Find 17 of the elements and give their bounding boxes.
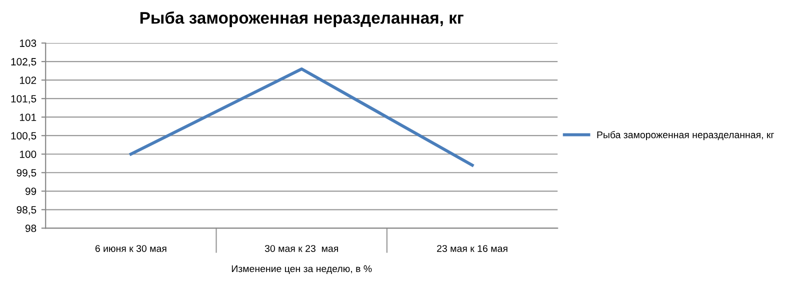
- y-tick-label: 100: [20, 150, 36, 158]
- y-tick-label: 101,5: [11, 95, 36, 104]
- x-tick-label: 6 июня к 30 мая: [95, 245, 166, 252]
- y-tick-label: 98: [25, 224, 36, 232]
- x-tick-label: 30 мая к 23 мая: [264, 245, 338, 252]
- legend-label: Рыба замороженная неразделанная, кг: [597, 131, 774, 140]
- y-tick-label: 102: [20, 76, 36, 84]
- x-axis-title: Изменение цен за неделю, в %: [232, 265, 372, 274]
- y-tick-label: 101: [20, 114, 36, 121]
- y-tick-label: 99: [25, 188, 36, 196]
- y-tick-label: 100,5: [11, 132, 36, 141]
- y-tick-label: 98,5: [16, 206, 36, 215]
- chart-title: Рыба замороженная неразделанная, кг: [140, 11, 464, 28]
- y-tick-label: 102,5: [11, 58, 36, 67]
- y-tick-label: 99,5: [16, 169, 36, 178]
- x-tick-label: 23 мая к 16 мая: [437, 245, 508, 252]
- y-tick-label: 103: [20, 40, 36, 47]
